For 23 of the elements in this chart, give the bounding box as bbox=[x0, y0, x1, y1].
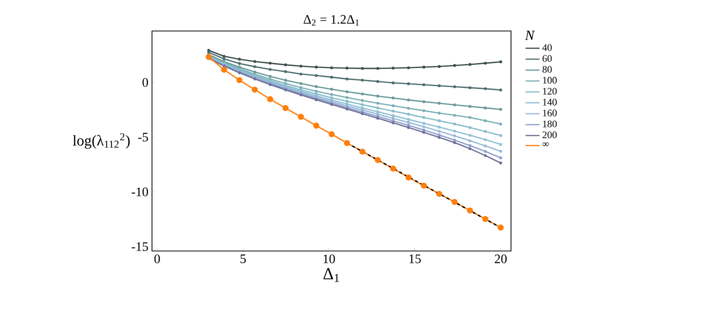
x-tick-label: 15 bbox=[409, 254, 421, 264]
legend-label: 40 bbox=[542, 44, 552, 51]
y-axis-title: log(λ$_{112}$$^{2}$) bbox=[72, 133, 130, 149]
x-axis-title: Δ$_{1}$ bbox=[323, 268, 339, 282]
y-tick-label: 0 bbox=[142, 78, 148, 87]
legend-label: 160 bbox=[543, 110, 557, 116]
legend-label: 140 bbox=[543, 98, 557, 106]
x-tick-label: 10 bbox=[324, 254, 335, 264]
x-tick-label: 0 bbox=[154, 254, 160, 264]
legend-label: 80 bbox=[542, 66, 552, 73]
x-tick-label: 5 bbox=[240, 254, 246, 264]
chart-title: Δ$_{2}$ = 1.2Δ$_{1}$ bbox=[304, 15, 359, 26]
y-tick-label: -10 bbox=[132, 188, 148, 196]
y-tick-label: -15 bbox=[132, 242, 148, 251]
legend-label: ∞ bbox=[542, 142, 549, 146]
legend-label: 100 bbox=[543, 76, 557, 84]
x-tick-label: 20 bbox=[494, 254, 507, 264]
y-tick-label: -5 bbox=[138, 132, 148, 142]
legend-label: 200 bbox=[542, 131, 557, 138]
legend-label: 180 bbox=[543, 120, 557, 128]
legend-label: 60 bbox=[542, 55, 552, 62]
legend-title: N bbox=[524, 30, 535, 40]
legend-label: 120 bbox=[543, 88, 557, 95]
